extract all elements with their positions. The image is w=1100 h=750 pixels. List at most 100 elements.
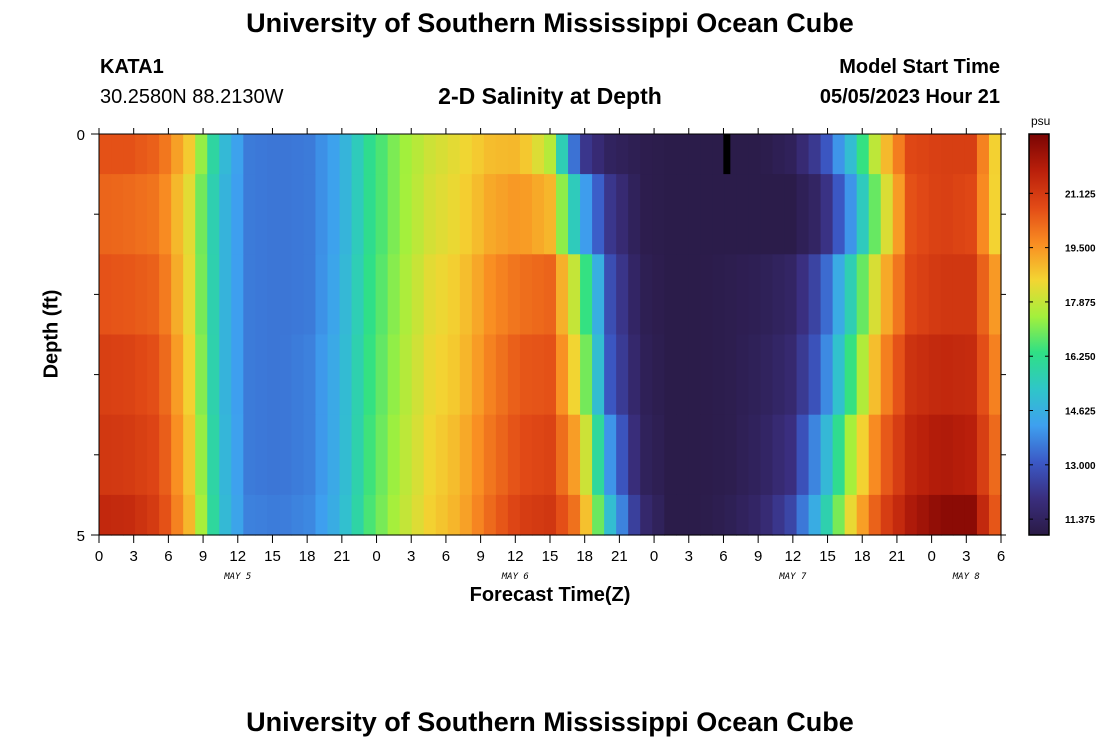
heatmap-cell [411, 254, 425, 336]
heatmap-cell [796, 494, 810, 536]
heatmap-cell [363, 174, 377, 255]
heatmap-cell [796, 174, 810, 255]
heatmap-cell [219, 334, 232, 416]
heatmap-cell [940, 414, 954, 496]
heatmap-cell [784, 414, 798, 496]
heatmap-cell [291, 414, 305, 496]
heatmap-cell [411, 414, 425, 496]
heatmap-cell [664, 334, 677, 416]
colorbar-bar [1028, 133, 1050, 536]
heatmap-cell [664, 134, 677, 175]
heatmap-cell [736, 174, 750, 255]
heatmap-cell [147, 254, 160, 336]
heatmap-cell [688, 134, 701, 175]
heatmap-cell [640, 254, 653, 336]
heatmap-cell [459, 494, 473, 536]
heatmap-cell [351, 494, 365, 536]
heatmap-cell [748, 174, 762, 255]
heatmap-cell [952, 494, 966, 536]
heatmap-cell [171, 254, 184, 336]
heatmap-cell [736, 494, 750, 536]
station-id: KATA1 [100, 56, 164, 78]
station-coords: 30.2580N 88.2130W [100, 86, 284, 108]
heatmap-cell [531, 174, 545, 255]
heatmap-cell [507, 134, 521, 175]
heatmap-cell [135, 254, 148, 336]
heatmap-cell [159, 174, 172, 255]
heatmap-cell [808, 334, 822, 416]
heatmap-cell [459, 414, 473, 496]
heatmap-cell [507, 414, 521, 496]
heatmap-cell [531, 134, 545, 175]
heatmap-cell [159, 134, 172, 175]
heatmap-cell [820, 414, 834, 496]
heatmap-cell [736, 334, 750, 416]
heatmap-cell [267, 174, 280, 255]
heatmap-cell [291, 334, 305, 416]
heatmap-cell [688, 174, 701, 255]
heatmap-cell [892, 254, 906, 336]
heatmap-cell [952, 134, 966, 175]
heatmap-cell [760, 494, 774, 536]
heatmap-cell [315, 494, 329, 536]
heatmap-cell [411, 174, 425, 255]
x-tick-label: 3 [130, 548, 138, 565]
day-label: MAY 7 [778, 572, 807, 582]
heatmap-cell [243, 254, 256, 336]
heatmap-cell [207, 494, 220, 536]
heatmap-cell [279, 414, 293, 496]
x-tick-label: 18 [576, 548, 593, 565]
heatmap-cell [760, 134, 774, 175]
heatmap-cell [519, 414, 533, 496]
heatmap-cell [123, 134, 136, 175]
heatmap-cell [796, 134, 810, 175]
heatmap-cell [471, 254, 485, 336]
heatmap-cell [724, 174, 738, 255]
heatmap-cell [495, 134, 509, 175]
heatmap-cell [700, 174, 713, 255]
heatmap-cell [700, 134, 713, 175]
heatmap-cell [640, 134, 653, 175]
heatmap-cell [820, 494, 834, 536]
heatmap-cell [688, 254, 701, 336]
heatmap-cell [676, 334, 689, 416]
heatmap-cell [447, 494, 461, 536]
heatmap-cell [604, 334, 617, 416]
y-axis-label: Depth (ft) [40, 289, 63, 379]
heatmap-cell [459, 174, 473, 255]
x-tick-label: 0 [95, 548, 103, 565]
x-tick-label: 18 [854, 548, 871, 565]
heatmap-cell [159, 494, 172, 536]
page-title: University of Southern Mississippi Ocean… [246, 8, 854, 38]
heatmap-cell [231, 254, 244, 336]
heatmap-cell [784, 334, 798, 416]
heatmap-cell [760, 254, 774, 336]
heatmap-cell [243, 134, 256, 175]
heatmap-cell [423, 334, 437, 416]
heatmap-cell [195, 174, 208, 255]
heatmap-cell [904, 174, 918, 255]
heatmap-cell [928, 334, 942, 416]
heatmap-cell [964, 254, 978, 336]
heatmap-cell [423, 174, 437, 255]
heatmap-cell [592, 414, 605, 496]
day-label: MAY 5 [223, 572, 251, 582]
heatmap-cell [940, 334, 954, 416]
heatmap-cell [868, 494, 882, 536]
heatmap-cell [928, 414, 942, 496]
colorbar-tick-label: 17.875 [1065, 298, 1096, 309]
heatmap-cell [99, 334, 112, 416]
model-start-label: Model Start Time [839, 56, 1000, 78]
heatmap-cell [940, 134, 954, 175]
heatmap-cell [928, 254, 942, 336]
heatmap-cell [447, 134, 461, 175]
heatmap-cell [844, 254, 858, 336]
heatmap-cell [351, 334, 365, 416]
heatmap-cell [135, 334, 148, 416]
heatmap-cell [988, 134, 1002, 175]
heatmap-cell [327, 134, 341, 175]
heatmap-cell [327, 174, 341, 255]
heatmap-cell [904, 334, 918, 416]
heatmap-cell [375, 334, 389, 416]
